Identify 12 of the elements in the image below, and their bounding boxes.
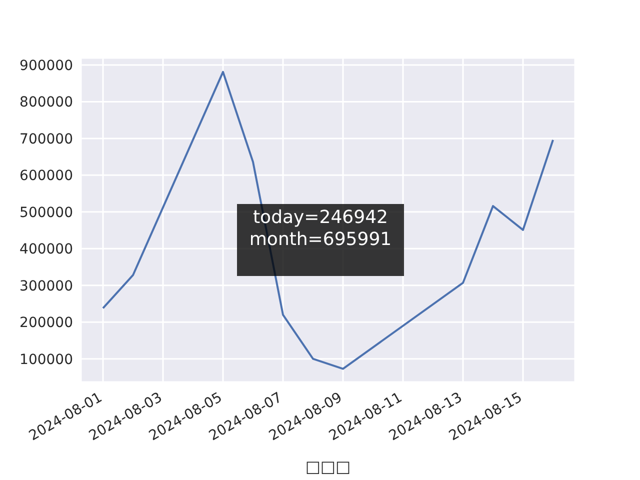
x-axis-title: □□□ xyxy=(305,457,351,476)
y-tick-label: 100000 xyxy=(20,352,73,368)
y-tick-label: 800000 xyxy=(20,94,73,111)
y-tick-label: 200000 xyxy=(20,315,73,332)
line-series xyxy=(102,70,554,370)
y-tick-label: 400000 xyxy=(20,242,73,258)
y-tick-label: 500000 xyxy=(20,204,73,221)
y-tick-label: 900000 xyxy=(20,58,73,74)
annotation: today=246942 month=695991 xyxy=(237,204,404,276)
y-tick-label: 300000 xyxy=(20,278,73,294)
y-tick-label: 600000 xyxy=(20,168,73,184)
y-tick-label: 700000 xyxy=(20,131,73,148)
